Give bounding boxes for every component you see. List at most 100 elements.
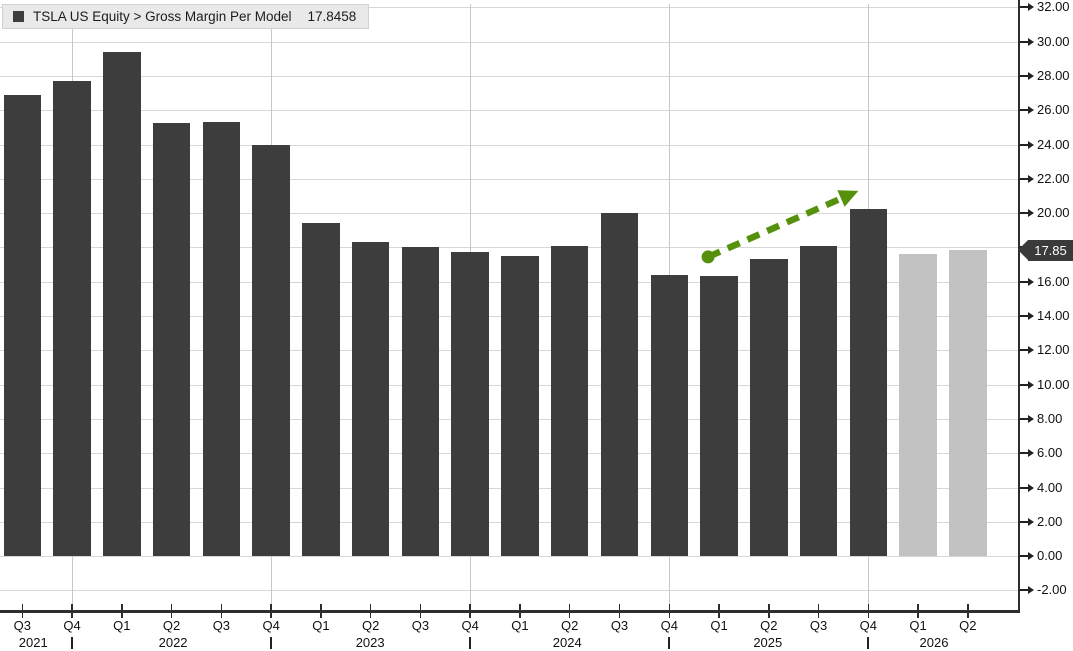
y-axis-tick-label: 20.00 bbox=[1037, 205, 1070, 221]
x-axis-quarter-label: Q1 bbox=[710, 618, 728, 633]
gridline-horizontal bbox=[0, 213, 1019, 215]
x-axis-tick bbox=[369, 604, 372, 618]
x-axis-quarter-label: Q1 bbox=[909, 618, 927, 633]
y-axis-tick-label: 28.00 bbox=[1037, 68, 1070, 84]
x-axis-quarter-label: Q3 bbox=[610, 618, 629, 633]
x-axis-quarter-label: Q2 bbox=[959, 618, 977, 633]
gridline-horizontal bbox=[0, 590, 1019, 592]
x-axis-tick bbox=[668, 604, 670, 618]
x-axis-quarter-label: Q1 bbox=[511, 618, 529, 633]
y-axis-tick-arrow-icon bbox=[1028, 552, 1034, 561]
x-axis-quarter-label: Q2 bbox=[361, 618, 380, 633]
trend-arrow-head-icon bbox=[837, 190, 859, 207]
legend-series-label: TSLA US Equity > Gross Margin Per Model bbox=[33, 9, 292, 24]
x-axis-quarter-label: Q4 bbox=[461, 618, 479, 633]
bar-q1-2023 bbox=[302, 222, 340, 557]
x-axis-tick bbox=[170, 604, 173, 618]
y-axis-tick-arrow-icon bbox=[1028, 449, 1034, 458]
y-axis-major-tick bbox=[1020, 143, 1029, 146]
trend-arrow-start-dot bbox=[701, 250, 715, 264]
x-axis-quarter-label: Q3 bbox=[212, 618, 231, 633]
x-axis-quarter-label: Q2 bbox=[162, 618, 181, 633]
bar-q1-2024 bbox=[501, 256, 539, 557]
x-axis-tick bbox=[419, 604, 422, 618]
y-axis-major-tick bbox=[1020, 452, 1029, 455]
plot-area bbox=[0, 4, 1019, 611]
bar-q2-2022 bbox=[152, 123, 191, 557]
y-axis-tick-arrow-icon bbox=[1028, 483, 1034, 492]
y-axis-tick-label: 16.00 bbox=[1037, 273, 1070, 289]
y-axis-tick-label: 12.00 bbox=[1037, 342, 1070, 358]
gridline-horizontal bbox=[0, 144, 1019, 146]
y-axis-tick-label: 32.00 bbox=[1037, 0, 1070, 15]
x-axis-year-label: 2024 bbox=[552, 635, 582, 650]
y-axis-major-tick bbox=[1020, 520, 1029, 523]
y-axis-tick-arrow-icon bbox=[1028, 312, 1034, 321]
x-axis-tick bbox=[469, 604, 471, 618]
y-axis-tick-label: 24.00 bbox=[1037, 136, 1070, 152]
legend-chip[interactable]: TSLA US Equity > Gross Margin Per Model … bbox=[2, 4, 370, 29]
y-axis-major-tick bbox=[1020, 177, 1029, 180]
gridline-horizontal bbox=[0, 110, 1019, 112]
x-axis-year-label: 2021 bbox=[18, 635, 48, 650]
x-axis-quarter-label: Q4 bbox=[660, 618, 678, 633]
x-axis-year-label: 2025 bbox=[753, 635, 783, 650]
y-axis-major-tick bbox=[1020, 486, 1029, 489]
x-axis-tick bbox=[817, 604, 820, 618]
y-axis-line bbox=[1018, 0, 1020, 613]
bar-q1-2025 bbox=[700, 275, 738, 557]
gridline-horizontal bbox=[0, 7, 1019, 9]
y-axis-tick-label: 30.00 bbox=[1037, 33, 1070, 49]
gridline-horizontal bbox=[0, 247, 1019, 249]
x-axis-quarter-label: Q4 bbox=[262, 618, 280, 633]
x-axis-tick bbox=[270, 604, 272, 618]
y-axis-major-tick bbox=[1020, 6, 1029, 9]
y-axis-tick-label: 6.00 bbox=[1037, 445, 1063, 461]
x-axis-tick bbox=[867, 604, 870, 618]
y-axis-major-tick bbox=[1020, 40, 1029, 43]
y-axis-tick-arrow-icon bbox=[1028, 72, 1034, 81]
bar-q2-2026 bbox=[949, 250, 987, 557]
bar-q1-2022 bbox=[103, 52, 141, 557]
y-axis-tick-arrow-icon bbox=[1028, 277, 1034, 286]
bar-q3-2021 bbox=[3, 94, 42, 557]
y-axis-tick-label: 10.00 bbox=[1037, 376, 1070, 392]
y-axis-tick-label: 22.00 bbox=[1037, 170, 1070, 186]
x-axis-tick bbox=[71, 604, 73, 618]
y-axis-tick-label: 4.00 bbox=[1037, 479, 1063, 495]
x-axis-quarter-label: Q3 bbox=[411, 618, 430, 633]
bar-q2-2024 bbox=[550, 245, 589, 557]
bar-q4-2023 bbox=[451, 251, 489, 557]
x-axis-quarter-label: Q1 bbox=[312, 618, 330, 633]
x-axis-quarter-label: Q3 bbox=[809, 618, 828, 633]
x-axis-year-separator bbox=[469, 637, 472, 649]
x-axis-tick bbox=[618, 604, 621, 618]
bar-q3-2024 bbox=[600, 213, 639, 557]
bar-q3-2025 bbox=[799, 245, 838, 557]
x-axis-line bbox=[0, 610, 1020, 613]
x-axis-year-label: 2022 bbox=[158, 635, 188, 650]
y-axis-tick-arrow-icon bbox=[1028, 209, 1034, 218]
y-axis-tick-arrow-icon bbox=[1028, 346, 1034, 355]
x-axis-tick bbox=[320, 604, 322, 618]
y-axis-major-tick bbox=[1020, 212, 1029, 215]
x-axis-tick bbox=[917, 604, 919, 618]
y-axis-major-tick bbox=[1020, 555, 1029, 558]
x-axis-tick bbox=[519, 604, 521, 618]
x-axis-year-label: 2026 bbox=[919, 635, 949, 650]
y-axis-major-tick bbox=[1020, 315, 1029, 318]
x-axis-quarter-label: Q2 bbox=[760, 618, 778, 633]
x-axis-tick bbox=[220, 604, 223, 618]
y-axis-tick-arrow-icon bbox=[1028, 174, 1034, 183]
y-axis-tick-arrow-icon bbox=[1028, 414, 1034, 423]
y-axis-tick-arrow-icon bbox=[1028, 3, 1034, 12]
current-value-marker: 17.85 bbox=[1028, 239, 1073, 261]
x-axis-quarter-label: Q3 bbox=[13, 618, 31, 633]
x-axis-year-separator bbox=[668, 637, 671, 649]
y-axis-major-tick bbox=[1020, 109, 1029, 112]
x-axis-tick bbox=[21, 604, 24, 618]
legend-last-value: 17.8458 bbox=[307, 9, 357, 24]
x-axis-quarter-label: Q2 bbox=[561, 618, 579, 633]
y-axis-tick-label: 0.00 bbox=[1037, 548, 1063, 564]
